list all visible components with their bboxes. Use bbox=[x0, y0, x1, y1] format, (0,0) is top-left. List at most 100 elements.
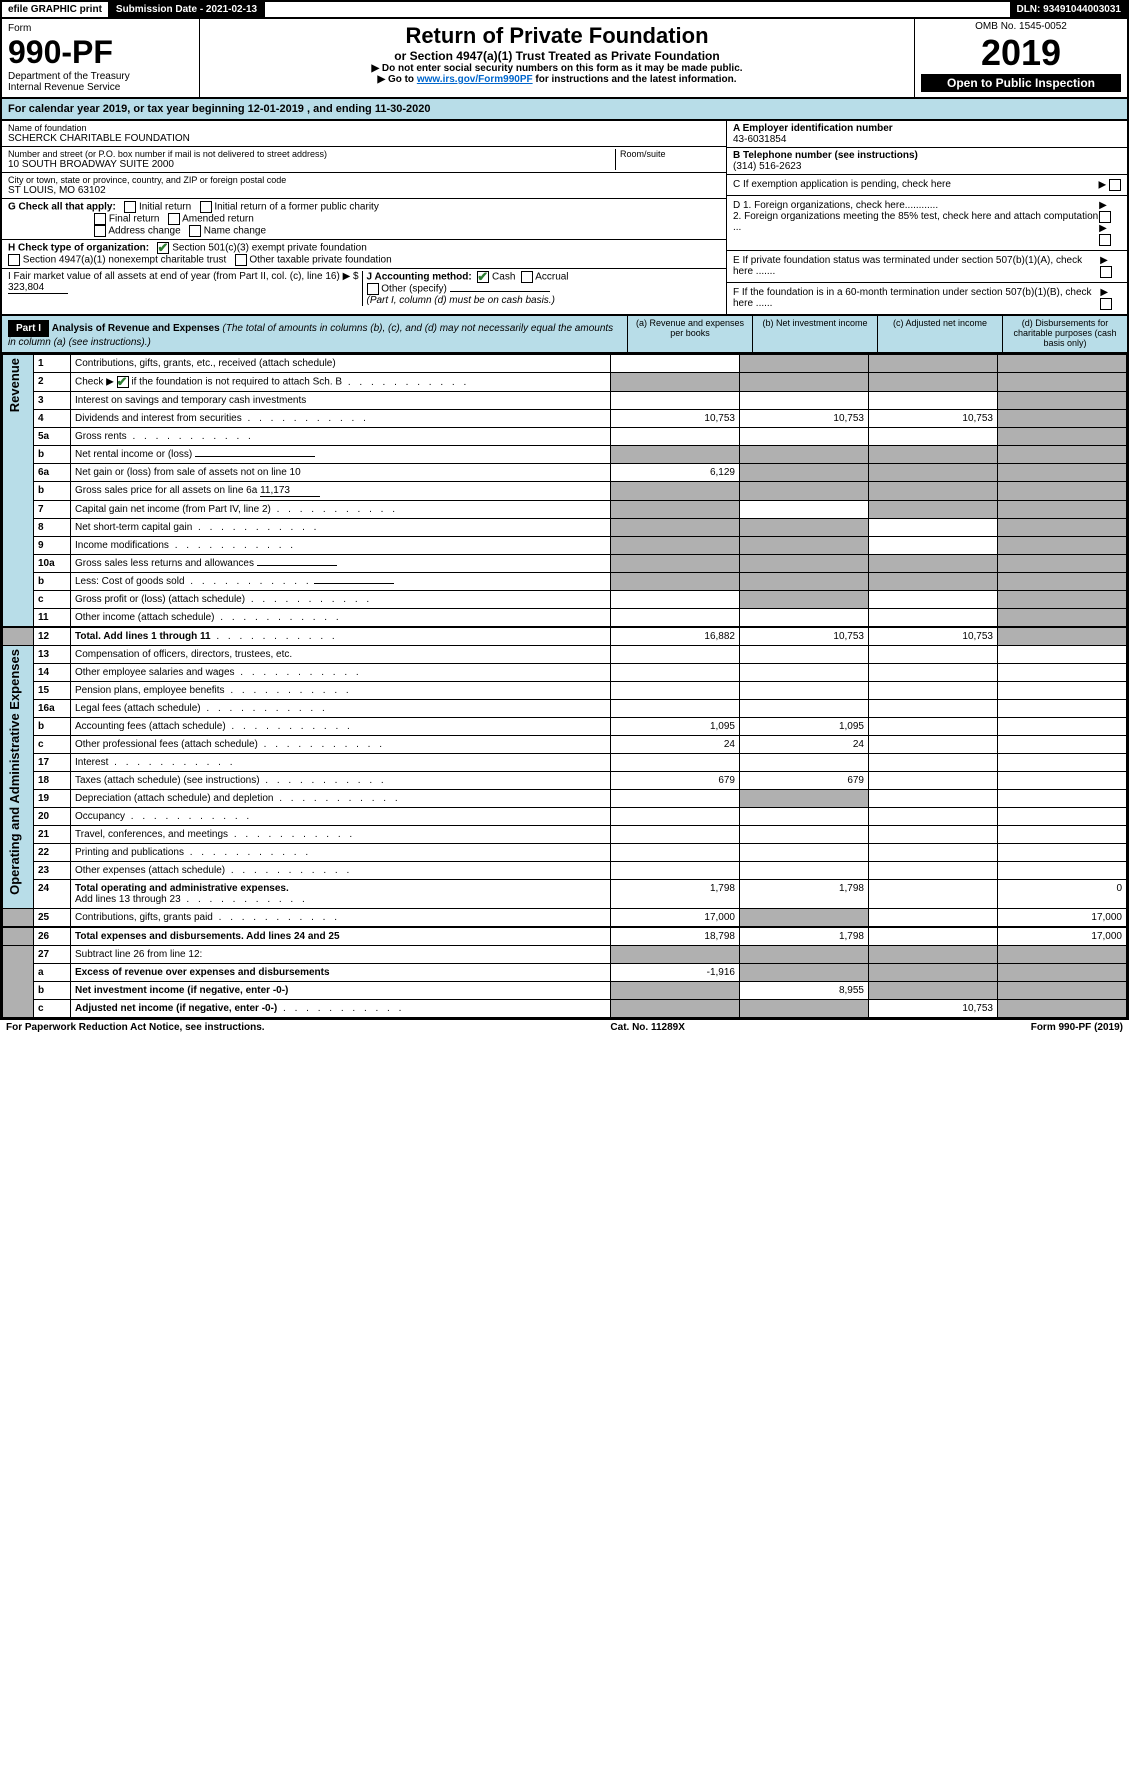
address-change-checkbox[interactable] bbox=[94, 225, 106, 237]
fmv-value: 323,804 bbox=[8, 282, 68, 294]
page-footer: For Paperwork Reduction Act Notice, see … bbox=[0, 1020, 1129, 1035]
f-row: F If the foundation is in a 60-month ter… bbox=[727, 283, 1127, 314]
part1-desc: Part I Analysis of Revenue and Expenses … bbox=[2, 316, 627, 352]
col-d-header: (d) Disbursements for charitable purpose… bbox=[1002, 316, 1127, 352]
part1-label: Part I bbox=[8, 320, 49, 337]
submission-date: Submission Date - 2021-02-13 bbox=[110, 2, 265, 17]
c-row: C If exemption application is pending, c… bbox=[727, 175, 1127, 196]
amended-checkbox[interactable] bbox=[168, 213, 180, 225]
foundation-name-row: Name of foundation SCHERCK CHARITABLE FO… bbox=[2, 121, 726, 147]
d-row: D 1. Foreign organizations, check here..… bbox=[727, 196, 1127, 251]
line-8: Net short-term capital gain bbox=[71, 519, 611, 537]
line-16c: Other professional fees (attach schedule… bbox=[71, 736, 611, 754]
foreign-85-checkbox[interactable] bbox=[1099, 234, 1111, 246]
instruction-2: ▶ Go to www.irs.gov/Form990PF for instru… bbox=[206, 74, 908, 85]
foundation-name: SCHERCK CHARITABLE FOUNDATION bbox=[8, 133, 720, 144]
lines-table: Revenue 1Contributions, gifts, grants, e… bbox=[2, 354, 1127, 1018]
year-begin: 12-01-2019 bbox=[248, 103, 304, 115]
initial-former-checkbox[interactable] bbox=[200, 201, 212, 213]
entity-right: A Employer identification number 43-6031… bbox=[727, 121, 1127, 314]
line-13: Compensation of officers, directors, tru… bbox=[71, 646, 611, 664]
form-word: Form bbox=[8, 23, 193, 34]
line-26: Total expenses and disbursements. Add li… bbox=[71, 927, 611, 946]
status-terminated-checkbox[interactable] bbox=[1100, 266, 1112, 278]
top-bar: efile GRAPHIC print Submission Date - 20… bbox=[2, 2, 1127, 19]
instruction-1: ▶ Do not enter social security numbers o… bbox=[206, 63, 908, 74]
sch-b-checkbox[interactable] bbox=[117, 376, 129, 388]
line-4: Dividends and interest from securities bbox=[71, 410, 611, 428]
line-5a: Gross rents bbox=[71, 428, 611, 446]
footer-right: Form 990-PF (2019) bbox=[1031, 1022, 1123, 1033]
line-5b: Net rental income or (loss) bbox=[71, 446, 611, 464]
name-change-checkbox[interactable] bbox=[189, 225, 201, 237]
irs-label: Internal Revenue Service bbox=[8, 82, 193, 93]
form-container: efile GRAPHIC print Submission Date - 20… bbox=[0, 0, 1129, 1020]
line-25: Contributions, gifts, grants paid bbox=[71, 909, 611, 928]
part1-title: Analysis of Revenue and Expenses bbox=[52, 323, 220, 334]
other-method-checkbox[interactable] bbox=[367, 283, 379, 295]
header-right: OMB No. 1545-0052 2019 Open to Public In… bbox=[914, 19, 1127, 97]
line-27c: Adjusted net income (if negative, enter … bbox=[71, 1000, 611, 1018]
line-18: Taxes (attach schedule) (see instruction… bbox=[71, 772, 611, 790]
line-9: Income modifications bbox=[71, 537, 611, 555]
omb-label: OMB No. 1545-0052 bbox=[921, 21, 1121, 32]
dln-label: DLN: 93491044003031 bbox=[1010, 2, 1127, 17]
line-12: Total. Add lines 1 through 11 bbox=[71, 627, 611, 646]
line-14: Other employee salaries and wages bbox=[71, 664, 611, 682]
line-6a: Net gain or (loss) from sale of assets n… bbox=[71, 464, 611, 482]
ij-row: I Fair market value of all assets at end… bbox=[2, 269, 726, 308]
line-15: Pension plans, employee benefits bbox=[71, 682, 611, 700]
form-link[interactable]: www.irs.gov/Form990PF bbox=[417, 74, 533, 85]
line-27b: Net investment income (if negative, ente… bbox=[71, 982, 611, 1000]
line-21: Travel, conferences, and meetings bbox=[71, 826, 611, 844]
line-20: Occupancy bbox=[71, 808, 611, 826]
501c3-checkbox[interactable] bbox=[157, 242, 169, 254]
phone-value: (314) 516-2623 bbox=[733, 161, 801, 172]
revenue-side-label: Revenue bbox=[3, 355, 34, 628]
cash-checkbox[interactable] bbox=[477, 271, 489, 283]
room-label: Room/suite bbox=[620, 149, 720, 159]
line-10b: Less: Cost of goods sold bbox=[71, 573, 611, 591]
address-row: Number and street (or P.O. box number if… bbox=[2, 147, 726, 173]
line-22: Printing and publications bbox=[71, 844, 611, 862]
year-end: 11-30-2020 bbox=[375, 103, 431, 115]
line-27a: Excess of revenue over expenses and disb… bbox=[71, 964, 611, 982]
ein-row: A Employer identification number 43-6031… bbox=[727, 121, 1127, 148]
form-number: 990-PF bbox=[8, 34, 193, 71]
phone-row: B Telephone number (see instructions) (3… bbox=[727, 148, 1127, 175]
final-return-checkbox[interactable] bbox=[94, 213, 106, 225]
line-2: Check ▶ if the foundation is not require… bbox=[71, 373, 611, 392]
col-c-header: (c) Adjusted net income bbox=[877, 316, 1002, 352]
h-row: H Check type of organization: Section 50… bbox=[2, 240, 726, 269]
entity-block: Name of foundation SCHERCK CHARITABLE FO… bbox=[2, 121, 1127, 316]
foreign-org-checkbox[interactable] bbox=[1099, 211, 1111, 223]
line-17: Interest bbox=[71, 754, 611, 772]
line-23: Other expenses (attach schedule) bbox=[71, 862, 611, 880]
city-state-zip: ST LOUIS, MO 63102 bbox=[8, 185, 720, 196]
4947-checkbox[interactable] bbox=[8, 254, 20, 266]
line-16a: Legal fees (attach schedule) bbox=[71, 700, 611, 718]
form-subtitle: or Section 4947(a)(1) Trust Treated as P… bbox=[206, 49, 908, 63]
part1-header-row: Part I Analysis of Revenue and Expenses … bbox=[2, 316, 1127, 354]
tax-year: 2019 bbox=[921, 32, 1121, 74]
dept-label: Department of the Treasury bbox=[8, 71, 193, 82]
line-16b: Accounting fees (attach schedule) bbox=[71, 718, 611, 736]
line-3: Interest on savings and temporary cash i… bbox=[71, 392, 611, 410]
city-row: City or town, state or province, country… bbox=[2, 173, 726, 199]
line-1: Contributions, gifts, grants, etc., rece… bbox=[71, 355, 611, 373]
exemption-pending-checkbox[interactable] bbox=[1109, 179, 1121, 191]
g-row: G Check all that apply: Initial return I… bbox=[2, 199, 726, 240]
line-7: Capital gain net income (from Part IV, l… bbox=[71, 501, 611, 519]
other-taxable-checkbox[interactable] bbox=[235, 254, 247, 266]
open-public-label: Open to Public Inspection bbox=[921, 74, 1121, 92]
expenses-side-label: Operating and Administrative Expenses bbox=[3, 646, 34, 909]
accrual-checkbox[interactable] bbox=[521, 271, 533, 283]
60month-checkbox[interactable] bbox=[1100, 298, 1112, 310]
col-b-header: (b) Net investment income bbox=[752, 316, 877, 352]
line-24: Total operating and administrative expen… bbox=[71, 880, 611, 909]
initial-return-checkbox[interactable] bbox=[124, 201, 136, 213]
footer-mid: Cat. No. 11289X bbox=[610, 1022, 684, 1033]
line-10c: Gross profit or (loss) (attach schedule) bbox=[71, 591, 611, 609]
line-6b: Gross sales price for all assets on line… bbox=[71, 482, 611, 501]
footer-left: For Paperwork Reduction Act Notice, see … bbox=[6, 1022, 265, 1033]
